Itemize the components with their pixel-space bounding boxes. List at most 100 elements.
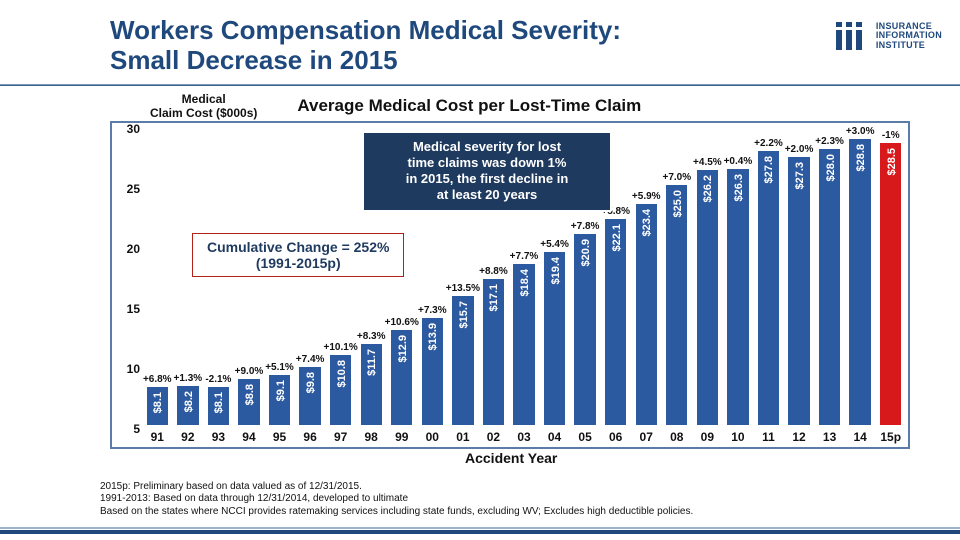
x-tick: 04 xyxy=(548,430,561,444)
y-tick: 15 xyxy=(116,302,140,316)
bar-value-label: $8.1 xyxy=(213,392,225,413)
x-tick: 05 xyxy=(578,430,591,444)
bar-chart: $8.1+6.8%$8.2+1.3%$8.1-2.1%$8.8+9.0%$9.1… xyxy=(110,121,910,449)
bar-value-label: $9.1 xyxy=(275,380,287,401)
bar-pct-label: +5.4% xyxy=(540,239,569,250)
bar-value-label: $26.2 xyxy=(702,175,714,203)
bar-pct-label: +1.3% xyxy=(174,373,203,384)
bar-pct-label: +0.4% xyxy=(724,156,753,167)
x-tick: 96 xyxy=(303,430,316,444)
bar-value-label: $10.8 xyxy=(336,360,348,388)
x-tick: 00 xyxy=(426,430,439,444)
bar-pct-label: +5.1% xyxy=(265,362,294,373)
bar-96: $9.8 xyxy=(299,367,320,425)
bar-value-label: $15.7 xyxy=(458,301,470,329)
logo-text-3: INSTITUTE xyxy=(876,41,942,50)
bar-value-label: $17.1 xyxy=(488,284,500,312)
bar-97: $10.8 xyxy=(330,355,351,425)
bar-05: $20.9 xyxy=(574,234,595,425)
x-tick: 14 xyxy=(853,430,866,444)
bar-value-label: $9.8 xyxy=(305,372,317,393)
bar-pct-label: -2.1% xyxy=(205,374,231,385)
bar-15p: $28.5 xyxy=(880,143,901,425)
chart-title: Average Medical Cost per Lost-Time Claim xyxy=(297,96,641,116)
bar-value-label: $19.4 xyxy=(550,257,562,285)
bar-pct-label: +6.8% xyxy=(143,374,172,385)
bar-pct-label: +7.7% xyxy=(510,251,539,262)
y-tick: 30 xyxy=(116,122,140,136)
bar-pct-label: +5.9% xyxy=(632,191,661,202)
bar-pct-label: +7.3% xyxy=(418,305,447,316)
bar-93: $8.1 xyxy=(208,387,229,424)
bar-value-label: $20.9 xyxy=(580,239,592,267)
iii-logo: INSURANCE INFORMATION INSTITUTE xyxy=(834,22,942,50)
x-tick: 98 xyxy=(365,430,378,444)
bar-08: $25.0 xyxy=(666,185,687,425)
bar-pct-label: +3.0% xyxy=(846,126,875,137)
bar-value-label: $18.4 xyxy=(519,269,531,297)
bar-14: $28.8 xyxy=(849,139,870,425)
bar-pct-label: +2.3% xyxy=(815,136,844,147)
bar-11: $27.8 xyxy=(758,151,779,425)
x-tick: 92 xyxy=(181,430,194,444)
bar-10: $26.3 xyxy=(727,169,748,425)
x-tick: 94 xyxy=(242,430,255,444)
bar-pct-label: +13.5% xyxy=(446,283,480,294)
bar-value-label: $28.0 xyxy=(825,154,837,182)
x-tick: 09 xyxy=(701,430,714,444)
bar-pct-label: +8.8% xyxy=(479,266,508,277)
bar-pct-label: +10.6% xyxy=(385,317,419,328)
x-tick: 07 xyxy=(640,430,653,444)
x-tick: 99 xyxy=(395,430,408,444)
bar-value-label: $28.5 xyxy=(886,148,898,176)
bar-95: $9.1 xyxy=(269,375,290,424)
bar-01: $15.7 xyxy=(452,296,473,424)
x-axis-title: Accident Year xyxy=(465,450,557,466)
bar-value-label: $22.1 xyxy=(611,224,623,252)
bar-09: $26.2 xyxy=(697,170,718,424)
x-tick: 93 xyxy=(212,430,225,444)
bar-12: $27.3 xyxy=(788,157,809,425)
y-tick: 5 xyxy=(116,422,140,436)
bar-value-label: $11.7 xyxy=(366,349,378,376)
bar-92: $8.2 xyxy=(177,386,198,424)
bar-value-label: $26.3 xyxy=(733,174,745,202)
bar-pct-label: +10.1% xyxy=(324,342,358,353)
bar-98: $11.7 xyxy=(361,344,382,424)
bar-04: $19.4 xyxy=(544,252,565,425)
x-tick: 95 xyxy=(273,430,286,444)
footnotes: 2015p: Preliminary based on data valued … xyxy=(100,481,693,519)
slide-title-line1: Workers Compensation Medical Severity: xyxy=(110,16,960,46)
bar-02: $17.1 xyxy=(483,279,504,424)
x-tick: 97 xyxy=(334,430,347,444)
cumulative-box: Cumulative Change = 252% (1991-2015p) xyxy=(192,233,404,277)
header-rule xyxy=(0,84,960,86)
slide-title-line2: Small Decrease in 2015 xyxy=(110,46,960,76)
bar-pct-label: +2.2% xyxy=(754,138,783,149)
bar-pct-label: +7.8% xyxy=(571,221,600,232)
x-tick: 13 xyxy=(823,430,836,444)
y-tick: 10 xyxy=(116,362,140,376)
bar-91: $8.1 xyxy=(147,387,168,424)
y-tick: 25 xyxy=(116,182,140,196)
bar-00: $13.9 xyxy=(422,318,443,425)
bar-value-label: $13.9 xyxy=(427,323,439,351)
bar-value-label: $8.2 xyxy=(183,391,195,412)
y-tick: 20 xyxy=(116,242,140,256)
x-tick: 06 xyxy=(609,430,622,444)
bar-value-label: $27.8 xyxy=(763,156,775,184)
bar-13: $28.0 xyxy=(819,149,840,425)
x-tick: 03 xyxy=(517,430,530,444)
bar-pct-label: +7.4% xyxy=(296,354,325,365)
bar-value-label: $23.4 xyxy=(641,209,653,237)
bar-94: $8.8 xyxy=(238,379,259,425)
x-tick: 11 xyxy=(762,430,775,444)
bar-value-label: $12.9 xyxy=(397,335,409,363)
x-tick: 12 xyxy=(792,430,805,444)
bar-99: $12.9 xyxy=(391,330,412,425)
x-tick: 15p xyxy=(880,430,901,444)
x-tick: 02 xyxy=(487,430,500,444)
bar-07: $23.4 xyxy=(636,204,657,425)
bar-pct-label: -1% xyxy=(882,130,900,141)
y-axis-title: Medical Claim Cost ($000s) xyxy=(150,92,257,121)
